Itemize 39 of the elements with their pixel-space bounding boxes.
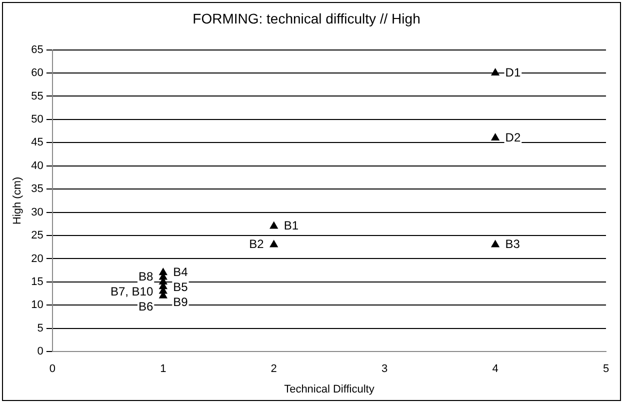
y-tick-label: 55	[31, 90, 44, 102]
y-tick-label: 0	[37, 346, 44, 358]
y-tick-label: 25	[31, 230, 44, 242]
annotation: B7, B10	[110, 284, 154, 299]
annotation: B6	[138, 300, 154, 314]
point	[491, 68, 500, 76]
annotation: B2	[249, 237, 264, 252]
annotation: B9	[173, 294, 188, 309]
y-axis-title: High (cm)	[12, 176, 24, 225]
annotation: B3	[505, 237, 520, 252]
x-tick-label: 3	[382, 363, 388, 376]
y-tick-label: 30	[31, 206, 44, 218]
y-tick-label: 40	[31, 160, 44, 172]
annotation: B5	[173, 280, 188, 294]
x-tick-label: 4	[492, 363, 498, 376]
y-tick-label: 20	[31, 252, 44, 265]
y-tick-label: 5	[37, 322, 44, 334]
x-tick-label: 0	[49, 363, 56, 376]
x-axis-title: Technical Difficulty	[284, 383, 375, 396]
point	[491, 240, 500, 248]
point	[270, 240, 278, 248]
y-tick-label: 60	[31, 67, 44, 80]
y-tick-label: 15	[31, 276, 44, 288]
x-tick-label: 2	[270, 363, 277, 376]
annotation: B8	[138, 270, 154, 284]
y-tick-label: 65	[31, 44, 44, 56]
annotation: B4	[173, 264, 188, 279]
annotation: D2	[505, 130, 521, 144]
y-tick-label: 10	[31, 299, 44, 312]
annotation: D1	[505, 65, 521, 80]
y-tick-label: 35	[31, 183, 44, 196]
point	[491, 134, 500, 141]
point	[270, 222, 278, 229]
chart-title: FORMING: technical difficulty // High	[192, 10, 420, 26]
annotation: B1	[284, 218, 299, 233]
y-tick-label: 45	[31, 136, 44, 149]
x-tick-label: 5	[602, 363, 610, 376]
y-tick-label: 50	[31, 113, 44, 126]
x-tick-label: 1	[160, 363, 166, 376]
